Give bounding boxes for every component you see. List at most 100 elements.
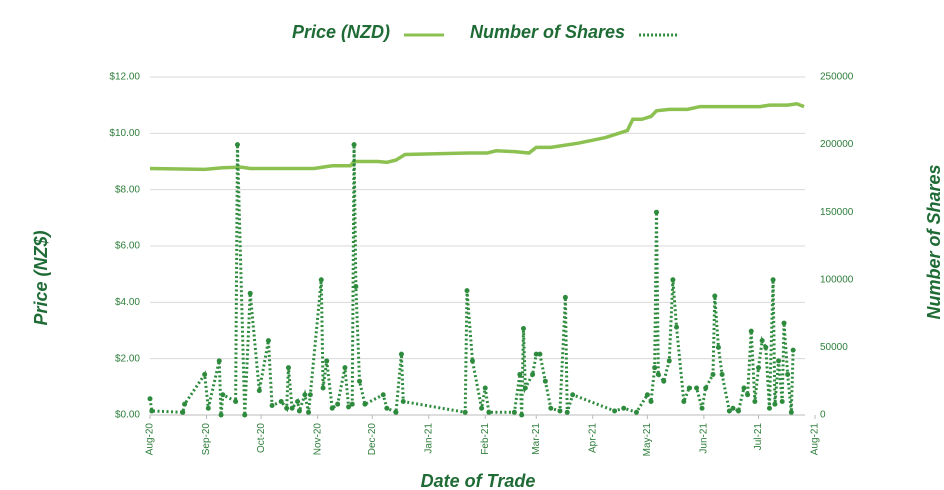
data-point <box>570 392 576 398</box>
data-point <box>522 385 528 391</box>
x-tick-label: May-21 <box>642 423 653 457</box>
data-point <box>149 408 155 414</box>
data-point <box>256 388 262 394</box>
data-point <box>486 409 492 415</box>
legend-label: Price (NZD) <box>292 22 390 42</box>
data-point <box>247 290 253 296</box>
data-point <box>726 408 732 414</box>
data-point <box>278 398 284 404</box>
data-point <box>703 385 709 391</box>
data-point <box>741 385 747 391</box>
data-point <box>324 358 330 364</box>
data-point <box>519 412 525 418</box>
data-point <box>699 405 705 411</box>
data-point <box>735 408 741 414</box>
data-point <box>296 408 302 414</box>
y2-axis-title: Number of Shares <box>924 164 944 319</box>
data-point <box>147 396 153 402</box>
data-point <box>562 294 568 300</box>
data-point <box>349 401 355 407</box>
y2-tick-label: 0 <box>820 410 826 421</box>
data-point <box>533 351 539 357</box>
data-point <box>776 358 782 364</box>
series-line <box>149 101 805 172</box>
y-tick-label: $6.00 <box>115 241 140 252</box>
data-point <box>511 409 517 415</box>
data-point <box>380 392 386 398</box>
data-point <box>520 325 526 331</box>
data-point <box>384 405 390 411</box>
data-point <box>781 320 787 326</box>
data-point <box>479 405 485 411</box>
data-point <box>302 392 308 398</box>
data-point <box>766 405 772 411</box>
y2-tick-label: 200000 <box>820 139 854 150</box>
x-tick-label: Feb-21 <box>480 423 491 455</box>
data-point <box>557 408 563 414</box>
x-axis-title: Date of Trade <box>421 471 536 490</box>
data-point <box>719 371 725 377</box>
data-point <box>542 378 548 384</box>
data-point <box>357 378 363 384</box>
data-point <box>715 344 721 350</box>
data-point <box>398 351 404 357</box>
data-point <box>284 405 290 411</box>
x-tick-label: Nov-20 <box>312 423 323 456</box>
data-point <box>180 409 186 415</box>
data-point <box>234 142 240 148</box>
x-tick-label: Dec-20 <box>367 423 378 456</box>
data-point <box>205 405 211 411</box>
data-point <box>756 365 762 371</box>
data-point <box>548 405 554 411</box>
data-point <box>216 358 222 364</box>
y-tick-label: $8.00 <box>115 184 140 195</box>
data-point <box>633 409 639 415</box>
data-point <box>318 277 324 283</box>
data-point <box>269 403 275 409</box>
data-point <box>482 385 488 391</box>
data-point <box>182 401 188 407</box>
data-point <box>652 365 658 371</box>
data-point <box>763 344 769 350</box>
y-axis-title: Price (NZ$) <box>31 230 51 325</box>
data-point <box>265 338 271 344</box>
data-point <box>400 398 406 404</box>
x-tick-label: Jun-21 <box>699 423 710 454</box>
y-tick-label: $12.00 <box>109 72 140 83</box>
data-point <box>220 392 226 398</box>
y2-tick-label: 50000 <box>820 342 848 353</box>
data-point <box>661 378 667 384</box>
data-point <box>779 398 785 404</box>
data-point <box>712 293 718 299</box>
y-tick-label: $2.00 <box>115 353 140 364</box>
data-point <box>233 398 239 404</box>
data-point <box>770 277 776 283</box>
data-point <box>730 405 736 411</box>
data-point <box>666 358 672 364</box>
data-point <box>681 398 687 404</box>
data-point <box>653 209 659 215</box>
data-point <box>655 371 661 377</box>
data-point <box>686 385 692 391</box>
data-point <box>648 398 654 404</box>
data-point <box>464 288 470 294</box>
data-point <box>674 324 680 330</box>
data-point <box>752 398 758 404</box>
data-point <box>564 409 570 415</box>
data-point <box>307 392 313 398</box>
data-point <box>320 385 326 391</box>
data-point <box>785 371 791 377</box>
data-point <box>393 409 399 415</box>
data-point <box>289 405 295 411</box>
series-line <box>148 144 795 417</box>
y-tick-label: $4.00 <box>115 297 140 308</box>
data-point <box>537 351 543 357</box>
x-tick-label: Jul-21 <box>753 423 764 451</box>
data-point <box>772 401 778 407</box>
data-point <box>335 401 341 407</box>
data-point <box>748 328 754 334</box>
data-point <box>644 392 650 398</box>
x-tick-label: Sep-20 <box>201 423 212 456</box>
y2-tick-label: 100000 <box>820 274 854 285</box>
x-tick-label: Aug-21 <box>810 423 821 456</box>
